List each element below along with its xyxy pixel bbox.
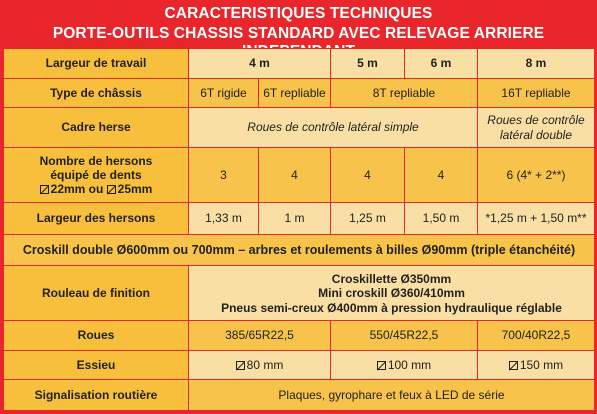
essieu-5-6m-value: 100 mm (387, 357, 432, 372)
col-5m: 5 m (330, 48, 405, 79)
label-25mm: 25mm (117, 182, 153, 197)
label-22mm: 22mm ou (50, 182, 107, 197)
chassis-6t-rigide: 6T rigide (188, 77, 259, 109)
largeur-herson-d: 1,50 m (404, 202, 478, 235)
essieu-8m-value: 150 mm (519, 357, 564, 372)
hersons-5m: 4 (330, 147, 405, 204)
row-cadre-herse: Cadre herse Roues de contrôle latéral si… (3, 107, 595, 149)
spec-table: Largeur de travail 4 m 5 m 6 m 8 m Type … (3, 48, 595, 411)
title-line-1: CARACTERISTIQUES TECHNIQUES (164, 5, 433, 22)
essieu-5-6m: 100 mm (330, 349, 478, 381)
square-diameter-icon (376, 360, 386, 370)
square-diameter-icon (235, 360, 245, 370)
row-largeur-hersons: Largeur des hersons 1,33 m 1 m 1,25 m 1,… (3, 202, 595, 235)
label-nombre-hersons-l1: Nombre de hersons (39, 153, 153, 168)
col-6m: 6 m (404, 48, 478, 79)
row-croskill: Croskill double Ø600mm ou 700mm – arbres… (3, 233, 595, 267)
col-8m: 8 m (477, 48, 595, 79)
largeur-herson-c: 1,25 m (330, 202, 405, 235)
rouleau-pneus: Pneus semi-creux Ø400mm à pression hydra… (221, 300, 562, 315)
col-4m: 4 m (188, 48, 331, 79)
label-nombre-hersons-l2: équipé de dents (50, 167, 142, 182)
row-type-chassis: Type de châssis 6T rigide 6T repliable 8… (3, 77, 595, 109)
row-signalisation: Signalisation routière Plaques, gyrophar… (3, 379, 595, 411)
roues-4m: 385/65R22,5 (188, 320, 331, 351)
row-nombre-hersons: Nombre de hersons équipé de dents 22mm o… (3, 147, 595, 204)
signalisation-value: Plaques, gyrophare et feux à LED de séri… (188, 379, 595, 411)
essieu-8m: 150 mm (477, 349, 595, 381)
cadre-double: Roues de contrôle latéral double (477, 107, 595, 149)
chassis-16t-repliable: 16T repliable (477, 77, 595, 109)
label-nombre-hersons: Nombre de hersons équipé de dents 22mm o… (3, 147, 189, 204)
hersons-4m-rigide: 3 (188, 147, 259, 204)
row-largeur-travail: Largeur de travail 4 m 5 m 6 m 8 m (3, 48, 595, 79)
label-roues: Roues (3, 320, 189, 351)
croskill-text: Croskill double Ø600mm ou 700mm – arbres… (3, 233, 595, 267)
roues-5-6m: 550/45R22,5 (330, 320, 478, 351)
square-diameter-icon (39, 185, 49, 195)
label-nombre-hersons-l3: 22mm ou 25mm (6, 182, 186, 196)
row-roues: Roues 385/65R22,5 550/45R22,5 700/40R22,… (3, 320, 595, 351)
rouleau-mini-croskill: Mini croskill Ø360/410mm (318, 286, 465, 301)
label-largeur-hersons: Largeur des hersons (3, 202, 189, 235)
cadre-simple: Roues de contrôle latéral simple (188, 107, 478, 149)
label-rouleau-finition: Rouleau de finition (3, 265, 189, 322)
rouleau-finition-values: Croskillette Ø350mm Mini croskill Ø360/4… (188, 265, 595, 322)
label-cadre-herse: Cadre herse (3, 107, 189, 149)
row-rouleau-finition: Rouleau de finition Croskillette Ø350mm … (3, 265, 595, 322)
hersons-6m: 4 (404, 147, 478, 204)
label-essieu: Essieu (3, 349, 189, 381)
largeur-herson-a: 1,33 m (188, 202, 259, 235)
hersons-8m: 6 (4* + 2**) (477, 147, 595, 204)
hersons-4m-repliable: 4 (258, 147, 331, 204)
chassis-8t-repliable: 8T repliable (330, 77, 478, 109)
label-signalisation: Signalisation routière (3, 379, 189, 411)
largeur-herson-b: 1 m (258, 202, 331, 235)
rouleau-croskillette: Croskillette Ø350mm (331, 271, 452, 286)
label-type-chassis: Type de châssis (3, 77, 189, 109)
row-essieu: Essieu 80 mm 100 mm 150 mm (3, 349, 595, 381)
square-diameter-icon (106, 185, 116, 195)
essieu-4m-value: 80 mm (246, 357, 284, 372)
largeur-herson-e: *1,25 m + 1,50 m** (477, 202, 595, 235)
roues-8m: 700/40R22,5 (477, 320, 595, 351)
square-diameter-icon (508, 360, 518, 370)
label-largeur-travail: Largeur de travail (3, 48, 189, 79)
chassis-6t-repliable: 6T repliable (258, 77, 331, 109)
essieu-4m: 80 mm (188, 349, 331, 381)
